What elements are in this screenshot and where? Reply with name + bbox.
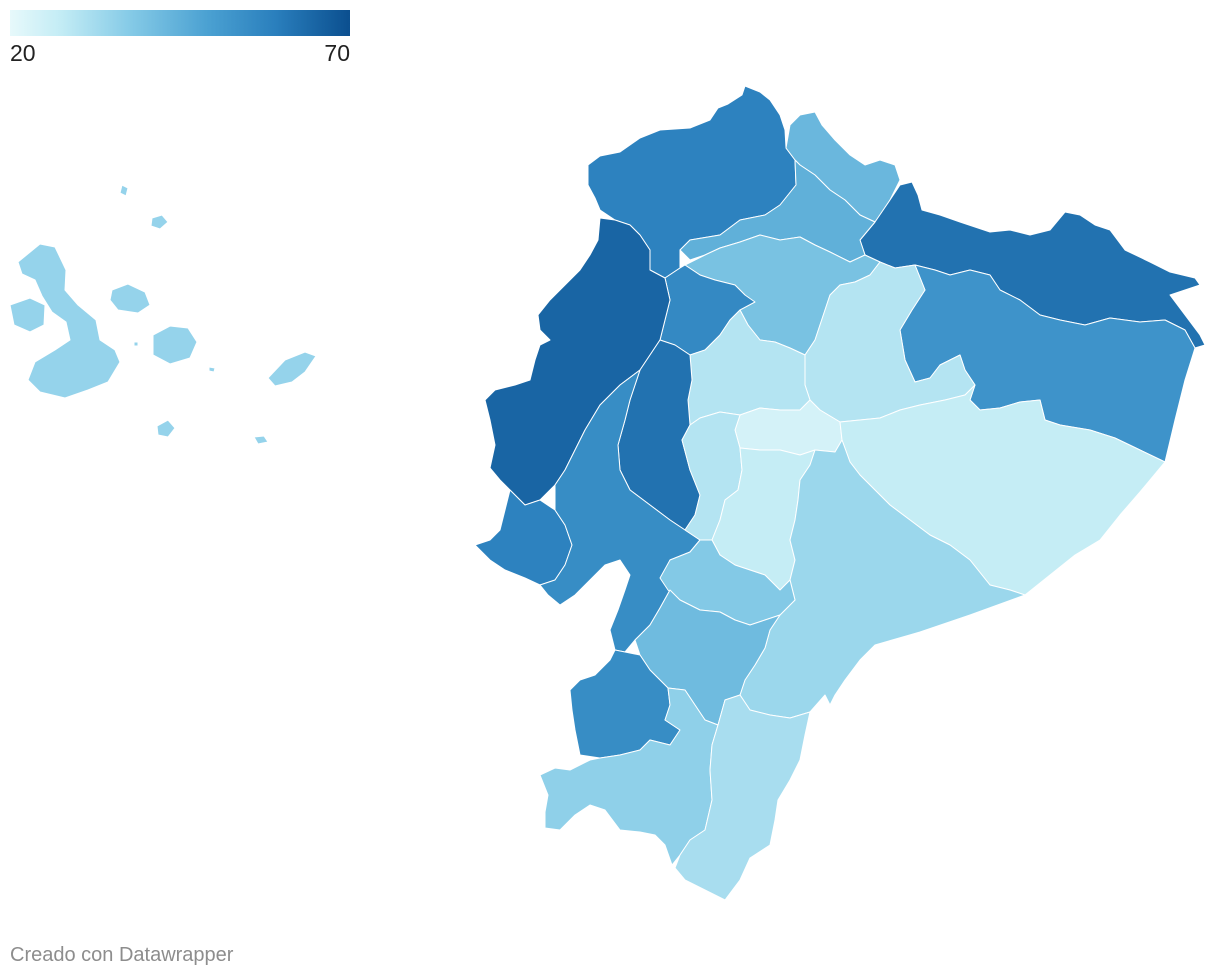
region-morona-santiago[interactable] — [739, 439, 1026, 719]
legend-max-label: 70 — [324, 40, 350, 66]
legend-min-label: 20 — [10, 40, 36, 66]
region-galapagos[interactable] — [9, 184, 317, 445]
color-legend: 20 70 — [10, 10, 350, 68]
region-zamora-chinchipe[interactable] — [674, 694, 811, 901]
credit-text[interactable]: Creado con Datawrapper — [10, 944, 234, 966]
legend-gradient-bar — [10, 10, 350, 36]
